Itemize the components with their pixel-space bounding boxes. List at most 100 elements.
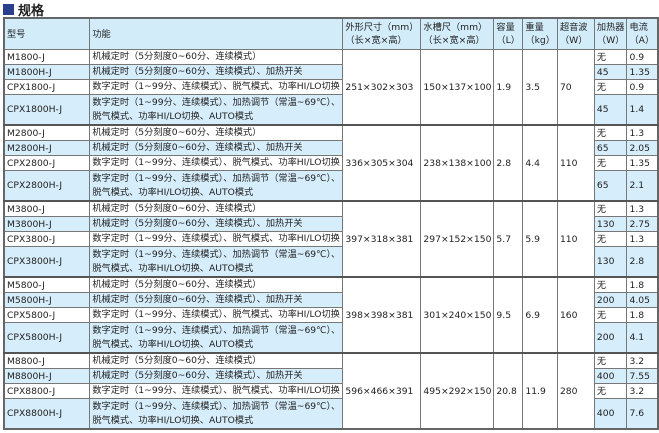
current-cell: 1.8 (626, 276, 659, 293)
blue-square-icon (3, 3, 14, 15)
heater-cell: 45 (593, 94, 628, 126)
function-cell: 机械定时（5分刻度0~60分、连续模式） (89, 124, 344, 141)
function-cell: 机械定时（5分刻度0~60分、连续模式） (89, 49, 344, 65)
header-weight: 重量 （kg） (522, 17, 558, 50)
weight-cell: 3.5 (522, 49, 558, 126)
function-cell: 机械定时（5分刻度0~60分、连续模式）、加热开关 (89, 292, 344, 308)
table-row: CPX2800H-J 数字定时（1~99分、连续模式）、加热调节（常温~69℃）、… (3, 170, 659, 202)
current-cell: 1.35 (626, 64, 659, 80)
heater-cell: 65 (593, 170, 628, 202)
current-cell: 1.4 (626, 94, 659, 126)
model-cell: M8800H-J (3, 368, 91, 384)
heater-cell: 无 (593, 307, 628, 323)
function-cell: 数字定时（1~99分、连续模式）、加热调节（常温~69℃）、脱气模式、功率HI/… (89, 322, 344, 354)
weight-cell: 11.9 (522, 352, 558, 430)
heater-cell: 无 (593, 383, 628, 399)
function-cell: 数字定时（1~99分、连续模式）、脱气模式、功率HI/LO切换 (89, 155, 344, 171)
table-row: M5800H-J 机械定时（5分刻度0~60分、连续模式）、加热开关 200 4.05 (3, 292, 659, 308)
current-cell: 3.2 (626, 352, 659, 369)
current-cell: 2.8 (626, 246, 659, 278)
function-cell: 机械定时（5分刻度0~60分、连续模式） (89, 276, 344, 293)
table-row: M8800-J 机械定时（5分刻度0~60分、连续模式） 596×466×391 49… (3, 352, 659, 430)
current-cell: 4.1 (626, 322, 659, 354)
header-dims: 外形尺寸（mm） （长×宽×高） (342, 17, 422, 50)
table-row: CPX3800-J 数字定时（1~99分、连续模式）、脱气模式、功率HI/LO切换… (3, 231, 659, 247)
model-cell: M1800-J (3, 49, 91, 65)
current-cell: 1.3 (626, 200, 659, 217)
header-heater: 加热器 （W） (593, 17, 628, 50)
weight-cell: 5.9 (522, 200, 558, 278)
table-row: M3800-J 机械定时（5分刻度0~60分、连续模式） 397×318×381 29… (3, 200, 659, 278)
header-ultrasonic: 超音波 （W） (556, 17, 595, 50)
capacity-cell: 2.8 (493, 124, 524, 202)
heater-cell: 200 (593, 292, 628, 308)
function-cell: 机械定时（5分刻度0~60分、连续模式）、加热开关 (89, 368, 344, 384)
model-cell: CPX5800-J (3, 307, 91, 323)
heater-cell: 无 (593, 79, 628, 95)
heater-cell: 无 (593, 155, 628, 171)
tank-cell: 301×240×150 (420, 276, 495, 354)
function-cell: 数字定时（1~99分、连续模式）、脱气模式、功率HI/LO切换 (89, 383, 344, 399)
function-cell: 数字定时（1~99分、连续模式）、脱气模式、功率HI/LO切换 (89, 231, 344, 247)
function-cell: 数字定时（1~99分、连续模式）、脱气模式、功率HI/LO切换 (89, 79, 344, 95)
heater-cell: 45 (593, 64, 628, 80)
model-cell: M5800H-J (3, 292, 91, 308)
ultrasonic-cell: 70 (556, 49, 595, 126)
heater-cell: 400 (593, 398, 628, 430)
spec-table: 型号 功能 外形尺寸（mm） （长×宽×高） 水槽尺（mm） （长×宽×高） 容量 （L… (3, 17, 659, 430)
current-cell: 1.3 (626, 231, 659, 247)
heater-cell: 无 (593, 352, 628, 369)
model-cell: M5800-J (3, 276, 91, 293)
header-capacity: 容量 （L） (493, 17, 524, 50)
heater-cell: 无 (593, 200, 628, 217)
function-cell: 数字定时（1~99分、连续模式）、加热调节（常温~69℃）、脱气模式、功率HI/… (89, 398, 344, 430)
capacity-cell: 1.9 (493, 49, 524, 126)
ultrasonic-cell: 110 (556, 200, 595, 278)
current-cell: 7.6 (626, 398, 659, 430)
tank-cell: 238×138×100 (420, 124, 495, 202)
header-current: 电流 （A） (626, 17, 659, 50)
section-title: 规格 (3, 1, 45, 19)
ultrasonic-cell: 160 (556, 276, 595, 354)
current-cell: 2.1 (626, 170, 659, 202)
table-row: CPX8800-J 数字定时（1~99分、连续模式）、脱气模式、功率HI/LO切换… (3, 383, 659, 399)
ultrasonic-cell: 280 (556, 352, 595, 430)
table-row: M3800H-J 机械定时（5分刻度0~60分、连续模式）、加热开关 130 2.75 (3, 216, 659, 232)
capacity-cell: 5.7 (493, 200, 524, 278)
model-cell: CPX1800-J (3, 79, 91, 95)
heater-cell: 130 (593, 216, 628, 232)
function-cell: 机械定时（5分刻度0~60分、连续模式）、加热开关 (89, 64, 344, 80)
model-cell: M1800H-J (3, 64, 91, 80)
header-row: 型号 功能 外形尺寸（mm） （长×宽×高） 水槽尺（mm） （长×宽×高） 容量 （L… (3, 17, 659, 50)
function-cell: 机械定时（5分刻度0~60分、连续模式） (89, 200, 344, 217)
model-cell: M3800H-J (3, 216, 91, 232)
model-cell: CPX2800-J (3, 155, 91, 171)
current-cell: 0.9 (626, 49, 659, 65)
table-row: CPX2800-J 数字定时（1~99分、连续模式）、脱气模式、功率HI/LO切换… (3, 155, 659, 171)
current-cell: 0.9 (626, 79, 659, 95)
function-cell: 数字定时（1~99分、连续模式）、加热调节（常温~69℃）、脱气模式、功率HI/… (89, 170, 344, 202)
model-cell: CPX2800H-J (3, 170, 91, 202)
current-cell: 1.8 (626, 307, 659, 323)
section-title-text: 规格 (18, 3, 45, 19)
model-cell: M2800H-J (3, 140, 91, 156)
model-cell: CPX3800-J (3, 231, 91, 247)
function-cell: 数字定时（1~99分、连续模式）、脱气模式、功率HI/LO切换 (89, 307, 344, 323)
model-cell: CPX3800H-J (3, 246, 91, 278)
table-row: CPX8800H-J 数字定时（1~99分、连续模式）、加热调节（常温~69℃）、… (3, 398, 659, 430)
heater-cell: 无 (593, 276, 628, 293)
heater-cell: 65 (593, 140, 628, 156)
dims-cell: 397×318×381 (342, 200, 422, 278)
heater-cell: 200 (593, 322, 628, 354)
weight-cell: 6.9 (522, 276, 558, 354)
model-cell: M3800-J (3, 200, 91, 217)
header-function: 功能 (89, 17, 344, 50)
dims-cell: 336×305×304 (342, 124, 422, 202)
tank-cell: 297×152×150 (420, 200, 495, 278)
function-cell: 机械定时（5分刻度0~60分、连续模式） (89, 352, 344, 369)
model-cell: M2800-J (3, 124, 91, 141)
table-row: CPX5800-J 数字定时（1~99分、连续模式）、脱气模式、功率HI/LO切换… (3, 307, 659, 323)
dims-cell: 398×398×381 (342, 276, 422, 354)
heater-cell: 无 (593, 124, 628, 141)
current-cell: 1.3 (626, 124, 659, 141)
